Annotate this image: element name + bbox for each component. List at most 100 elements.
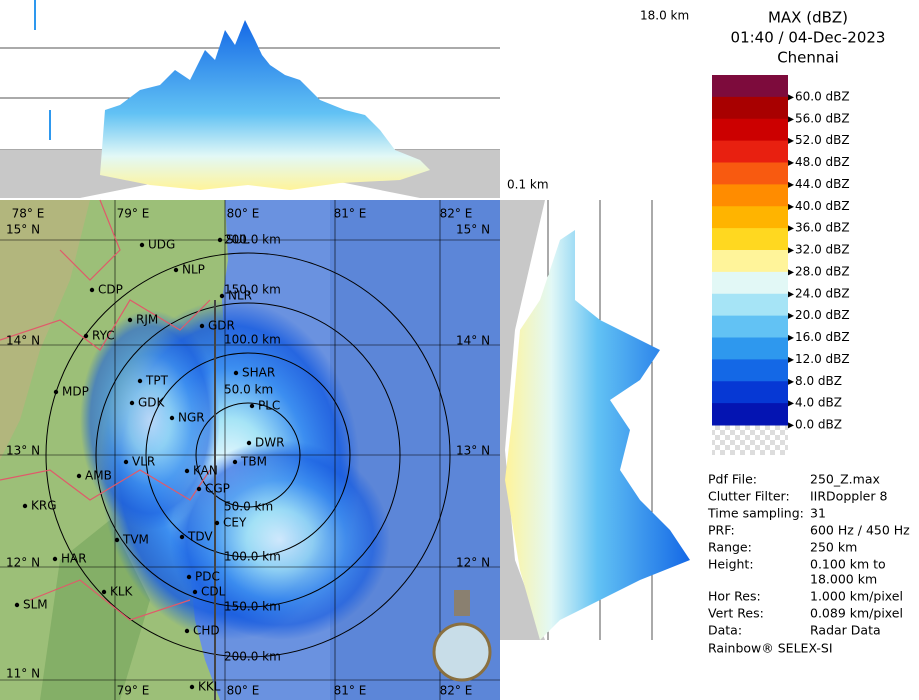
place-label: KAN [193, 464, 218, 478]
info-value: 0.100 km to [810, 557, 886, 572]
legend-arrow: ▸ [788, 374, 794, 388]
latitude-label: 14° N [6, 334, 40, 348]
legend-swatch [712, 162, 788, 185]
info-value: 600 Hz / 450 Hz [810, 523, 910, 538]
place-label: TVM [122, 533, 149, 547]
place-dot [199, 323, 205, 329]
place-label: SHAR [242, 366, 275, 380]
place-label: SUL [226, 233, 249, 247]
info-key: Hor Res: [708, 589, 761, 604]
legend-swatch [712, 206, 788, 229]
range-label: 150.0 km [224, 600, 281, 614]
range-label: 50.0 km [224, 500, 273, 514]
place-dot [127, 317, 133, 323]
latitude-label: 14° N [456, 334, 490, 348]
longitude-label: 82° E [440, 207, 473, 221]
legend-label: 60.0 dBZ [795, 89, 850, 103]
place-dot [129, 400, 135, 406]
place-label: CHD [193, 624, 220, 638]
range-label: 50.0 km [224, 383, 273, 397]
info-value: Radar Data [810, 623, 881, 638]
legend-label: 36.0 dBZ [795, 221, 850, 235]
place-label: TBM [240, 455, 267, 469]
place-dot [22, 503, 28, 509]
longitude-label: 81° E [334, 207, 367, 221]
legend-label: 48.0 dBZ [795, 155, 850, 169]
longitude-label: 80° E [227, 684, 260, 698]
legend-swatch [712, 337, 788, 360]
place-label: SLM [23, 598, 48, 612]
legend-swatch [712, 271, 788, 295]
legend-swatch [712, 315, 788, 338]
info-value: 0.089 km/pixel [810, 606, 903, 621]
place-dot [89, 287, 95, 293]
range-label: 100.0 km [224, 550, 281, 564]
legend-arrow: ▸ [788, 264, 794, 278]
place-dot [186, 574, 192, 580]
legend-arrow: ▸ [788, 418, 794, 432]
legend-swatch [712, 75, 788, 98]
info-key: Clutter Filter: [708, 489, 790, 504]
range-label: 100.0 km [224, 333, 281, 347]
height-top-label: 18.0 km [640, 9, 689, 23]
legend-arrow: ▸ [788, 396, 794, 410]
place-label: CDL [201, 585, 226, 599]
top-section: 18.0 km 0.1 km [0, 0, 689, 198]
legend-arrow: ▸ [788, 221, 794, 235]
legend-label: 8.0 dBZ [795, 374, 842, 388]
info-key: Range: [708, 540, 752, 555]
info-key: Data: [708, 623, 742, 638]
place-label: UDG [148, 238, 175, 252]
place-label: AMB [85, 469, 112, 483]
info-value: IIRDoppler 8 [810, 489, 887, 504]
legend-swatch [712, 293, 788, 317]
place-dot [184, 468, 190, 474]
legend-arrow: ▸ [788, 352, 794, 366]
place-label: HAR [61, 552, 87, 566]
info-value: 18.000 km [810, 572, 877, 587]
legend-label: 44.0 dBZ [795, 177, 850, 191]
place-label: GDK [138, 396, 166, 410]
place-label: KRG [31, 499, 57, 513]
legend-arrow: ▸ [788, 308, 794, 322]
place-label: CDP [98, 283, 123, 297]
place-label: CGP [205, 482, 230, 496]
place-label: TPT [145, 374, 169, 388]
place-label: PDC [195, 570, 220, 584]
place-label: RJM [136, 313, 158, 327]
legend-label: 40.0 dBZ [795, 199, 850, 213]
place-label: NLR [228, 289, 252, 303]
legend-label: 52.0 dBZ [795, 133, 850, 147]
height-bottom-label: 0.1 km [507, 178, 549, 192]
place-dot [83, 333, 89, 339]
latitude-label: 13° N [6, 444, 40, 458]
place-dot [14, 602, 20, 608]
place-dot [192, 589, 198, 595]
legend-swatch [712, 250, 788, 273]
place-label: DWR [255, 436, 284, 450]
legend-arrow: ▸ [788, 155, 794, 169]
info-value: 250_Z.max [810, 472, 880, 487]
place-dot [53, 389, 59, 395]
longitude-label: 82° E [440, 684, 473, 698]
legend-label: 4.0 dBZ [795, 396, 842, 410]
place-label: GDR [208, 319, 235, 333]
right-section [500, 200, 690, 640]
legend-arrow: ▸ [788, 89, 794, 103]
info-table: Pdf File: 250_Z.max Clutter Filter: IIRDopp… [707, 472, 910, 638]
latitude-label: 12° N [6, 556, 40, 570]
legend-arrow: ▸ [788, 133, 794, 147]
longitude-label: 78° E [12, 207, 45, 221]
info-key: Height: [708, 557, 754, 572]
datetime: 01:40 / 04-Dec-2023 [731, 29, 886, 47]
legend-swatch [712, 140, 788, 163]
legend-swatch [712, 359, 788, 382]
legend-label: 20.0 dBZ [795, 308, 850, 322]
place-label: RYC [92, 329, 115, 343]
range-label: 200.0 km [224, 233, 281, 247]
longitude-label: 79° E [117, 207, 150, 221]
location: Chennai [777, 49, 839, 67]
info-key: PRF: [708, 523, 735, 538]
